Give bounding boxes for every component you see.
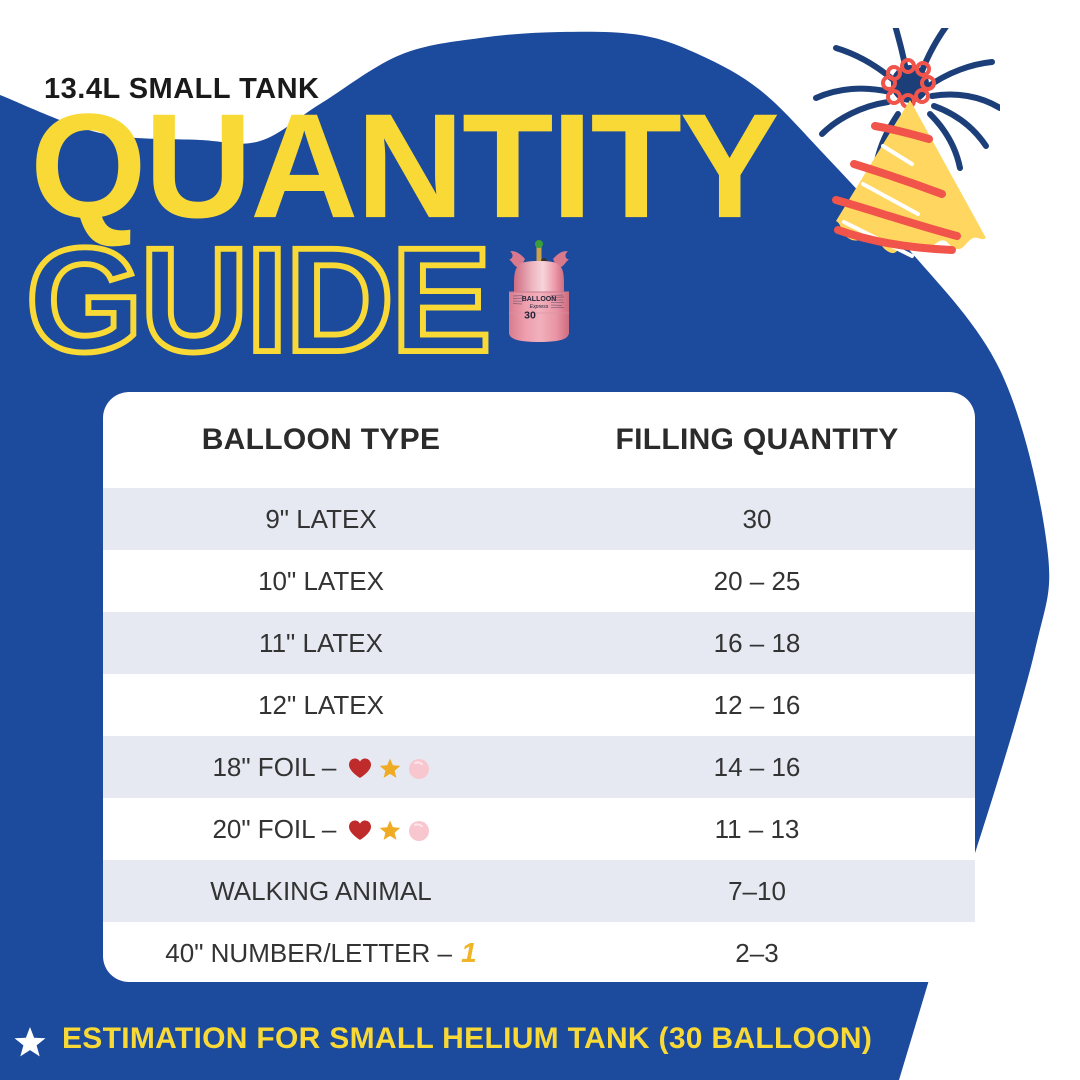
svg-text:30: 30 <box>524 310 536 322</box>
svg-text:BALLOON: BALLOON <box>522 296 557 303</box>
